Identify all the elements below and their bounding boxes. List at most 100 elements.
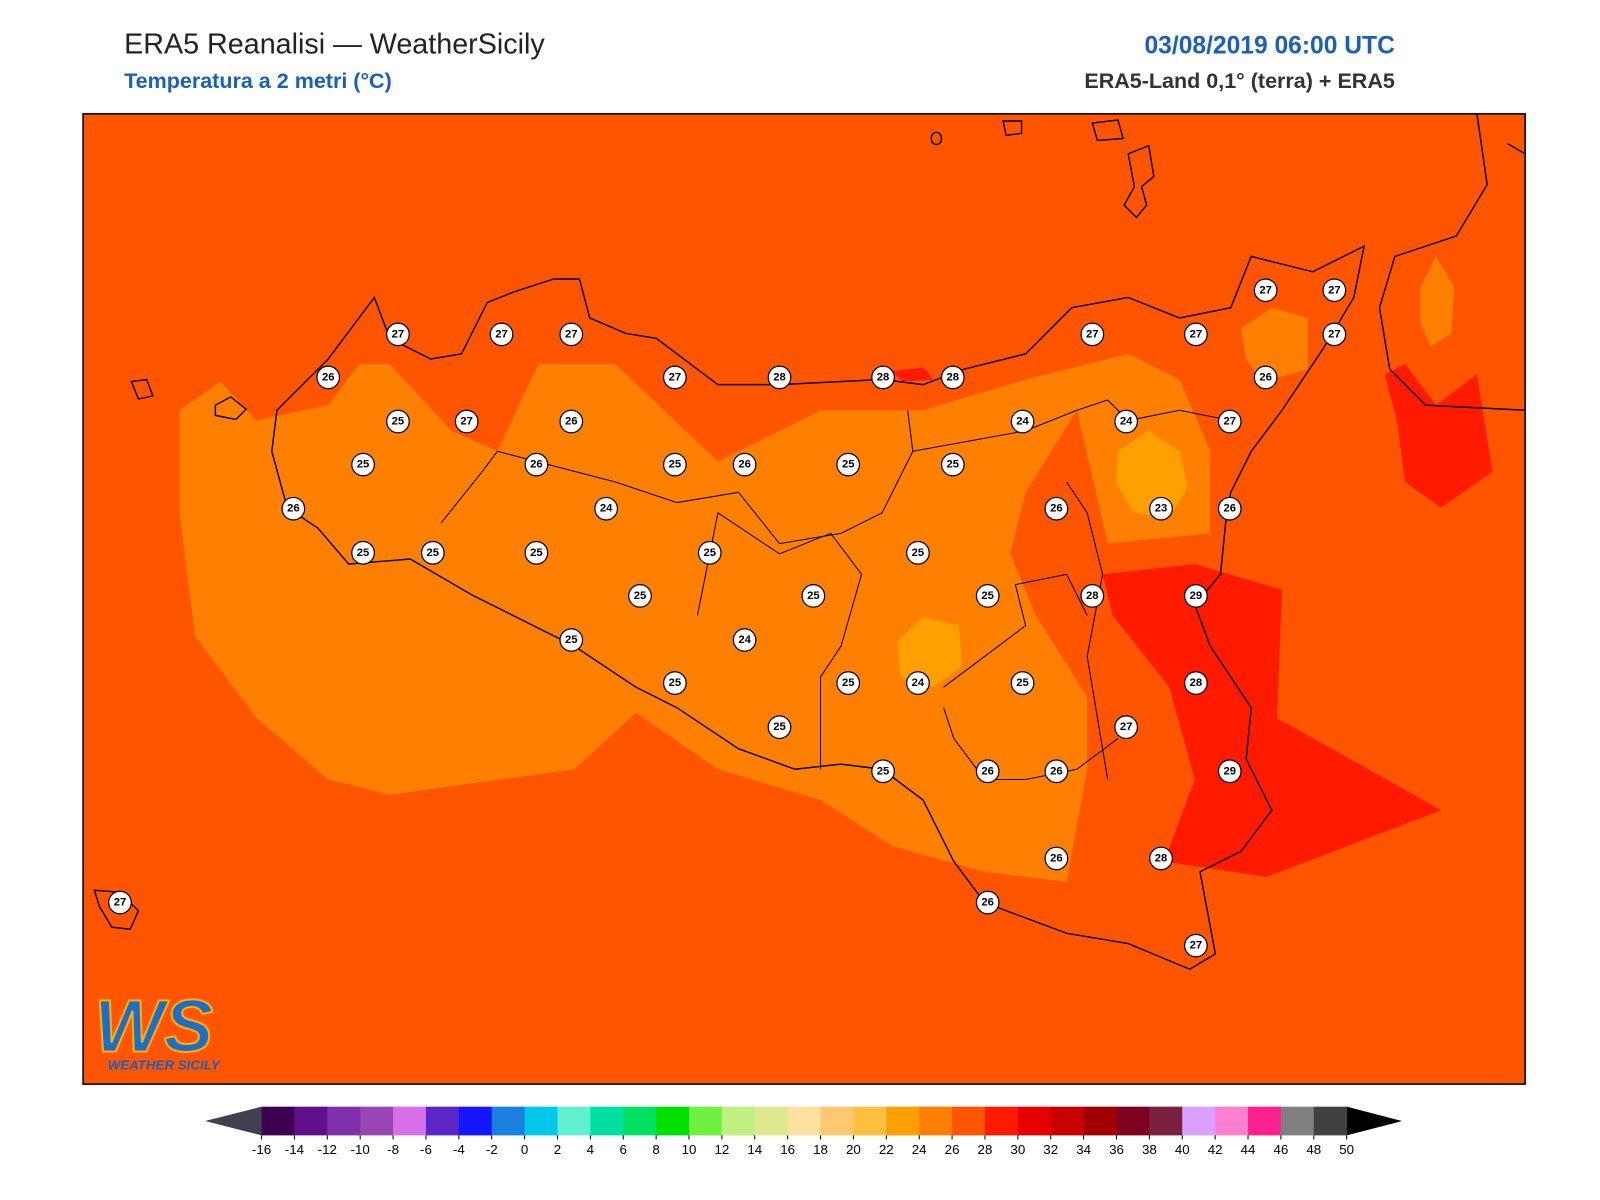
station-value: 25 <box>357 547 370 559</box>
station-marker <box>1149 846 1173 871</box>
station-marker <box>108 890 132 915</box>
station-value: 27 <box>1190 940 1203 952</box>
station-value: 27 <box>1190 328 1203 340</box>
colorbar-tick-label: -14 <box>285 1142 305 1157</box>
station-marker <box>386 409 410 434</box>
station-value: 26 <box>530 459 543 471</box>
colorbar-tick-label: 10 <box>682 1142 697 1157</box>
station-marker <box>871 759 895 784</box>
source: ERA5-Land 0,1° (terra) + ERA5 <box>1084 69 1395 93</box>
colorbar-bin <box>656 1106 690 1136</box>
station-value: 24 <box>912 677 925 689</box>
colorbar-tick-label: -12 <box>318 1142 337 1157</box>
colorbar-bin <box>1050 1106 1085 1136</box>
station-value: 25 <box>773 721 786 733</box>
station-marker <box>801 583 826 608</box>
station-marker <box>489 322 514 347</box>
station-marker <box>940 365 965 390</box>
station-marker <box>524 452 549 477</box>
station-value: 24 <box>1016 416 1029 428</box>
colorbar-bin <box>1248 1106 1282 1136</box>
colorbar-bin <box>458 1106 493 1136</box>
station-marker <box>906 540 930 565</box>
station-value: 27 <box>1223 416 1236 428</box>
station-value: 27 <box>669 371 682 383</box>
station-value: 26 <box>1223 503 1236 515</box>
colorbar-tick-label: 34 <box>1076 1142 1091 1157</box>
station-marker <box>767 365 792 390</box>
station-marker <box>767 715 792 740</box>
station-value: 26 <box>1050 503 1063 515</box>
station-value: 26 <box>981 765 994 777</box>
station-value: 25 <box>703 547 716 559</box>
colorbar-tick-label: -10 <box>351 1142 370 1157</box>
station-value: 26 <box>565 416 578 428</box>
station-value: 25 <box>947 459 960 471</box>
colorbar-tick-label: 28 <box>978 1142 993 1157</box>
station-value: 27 <box>1086 328 1099 340</box>
station-marker <box>1184 933 1208 958</box>
station-value: 25 <box>669 459 682 471</box>
station-marker <box>1184 583 1208 608</box>
station-marker <box>906 671 930 695</box>
station-marker <box>594 496 619 521</box>
station-value: 26 <box>1259 371 1272 383</box>
station-value: 26 <box>322 371 335 383</box>
station-value: 28 <box>1086 590 1099 602</box>
colorbar-tick-label: -4 <box>453 1142 465 1157</box>
station-marker <box>975 890 1000 915</box>
station-value: 24 <box>738 634 751 646</box>
contour-24 <box>1241 307 1308 382</box>
station-value: 29 <box>1190 590 1203 602</box>
station-value: 27 <box>565 328 578 340</box>
colorbar-bin <box>294 1106 328 1136</box>
station-marker <box>836 671 861 695</box>
station-marker <box>662 671 687 695</box>
station-value: 28 <box>1155 852 1168 864</box>
station-marker <box>1080 583 1105 608</box>
map-area: 27 27 27 26 27 28 28 28 27 27 27 27 27 26 25 27 26 24 24 27… <box>83 113 1526 1085</box>
colorbar-tick-label: 20 <box>846 1142 861 1157</box>
station-marker <box>454 409 479 434</box>
map-frame <box>82 113 1526 1085</box>
colorbar-tick-label: 4 <box>587 1142 595 1157</box>
station-value: 25 <box>842 677 855 689</box>
station-marker <box>975 759 1000 784</box>
station-marker <box>1080 322 1105 347</box>
colorbar-bin <box>1313 1106 1348 1136</box>
colorbar-bin <box>1280 1106 1315 1136</box>
colorbar-bin <box>984 1106 1019 1136</box>
colorbar-tick-label: 2 <box>554 1142 561 1157</box>
station-marker <box>1253 278 1278 303</box>
station-marker <box>732 628 757 652</box>
station-value: 27 <box>1328 328 1341 340</box>
colorbar-tick-label: 0 <box>521 1142 528 1157</box>
station-marker <box>662 365 687 390</box>
station-labels: 27 27 27 26 27 28 28 28 27 27 27 27 27 26 25 27 26 24 24 27… <box>108 278 1347 958</box>
station-marker <box>975 583 1000 608</box>
colorbar-bin <box>952 1106 986 1136</box>
colorbar-tick-label: 32 <box>1043 1142 1058 1157</box>
station-value: 24 <box>600 503 613 515</box>
colorbar-bin <box>1149 1106 1183 1136</box>
station-value: 27 <box>1120 721 1133 733</box>
colorbar-tick-label: 8 <box>652 1142 659 1157</box>
station-marker <box>524 540 549 565</box>
colorbar-bin <box>557 1106 591 1136</box>
colorbar-bin <box>425 1106 460 1136</box>
station-marker <box>1184 671 1208 695</box>
colorbar-tick-label: 30 <box>1010 1142 1025 1157</box>
station-marker <box>732 452 757 477</box>
station-value: 25 <box>981 590 994 602</box>
station-value: 26 <box>738 459 751 471</box>
colorbar-bin <box>327 1106 361 1136</box>
colorbar-tick-label: 12 <box>714 1142 729 1157</box>
colorbar-bin <box>886 1106 920 1136</box>
station-marker <box>628 583 652 608</box>
colorbar-tick-label: -2 <box>486 1142 498 1157</box>
station-marker <box>836 452 861 477</box>
subtitle: Temperatura a 2 metri (°C) <box>124 69 392 93</box>
colorbar-bin <box>524 1106 558 1136</box>
station-marker <box>351 540 375 565</box>
